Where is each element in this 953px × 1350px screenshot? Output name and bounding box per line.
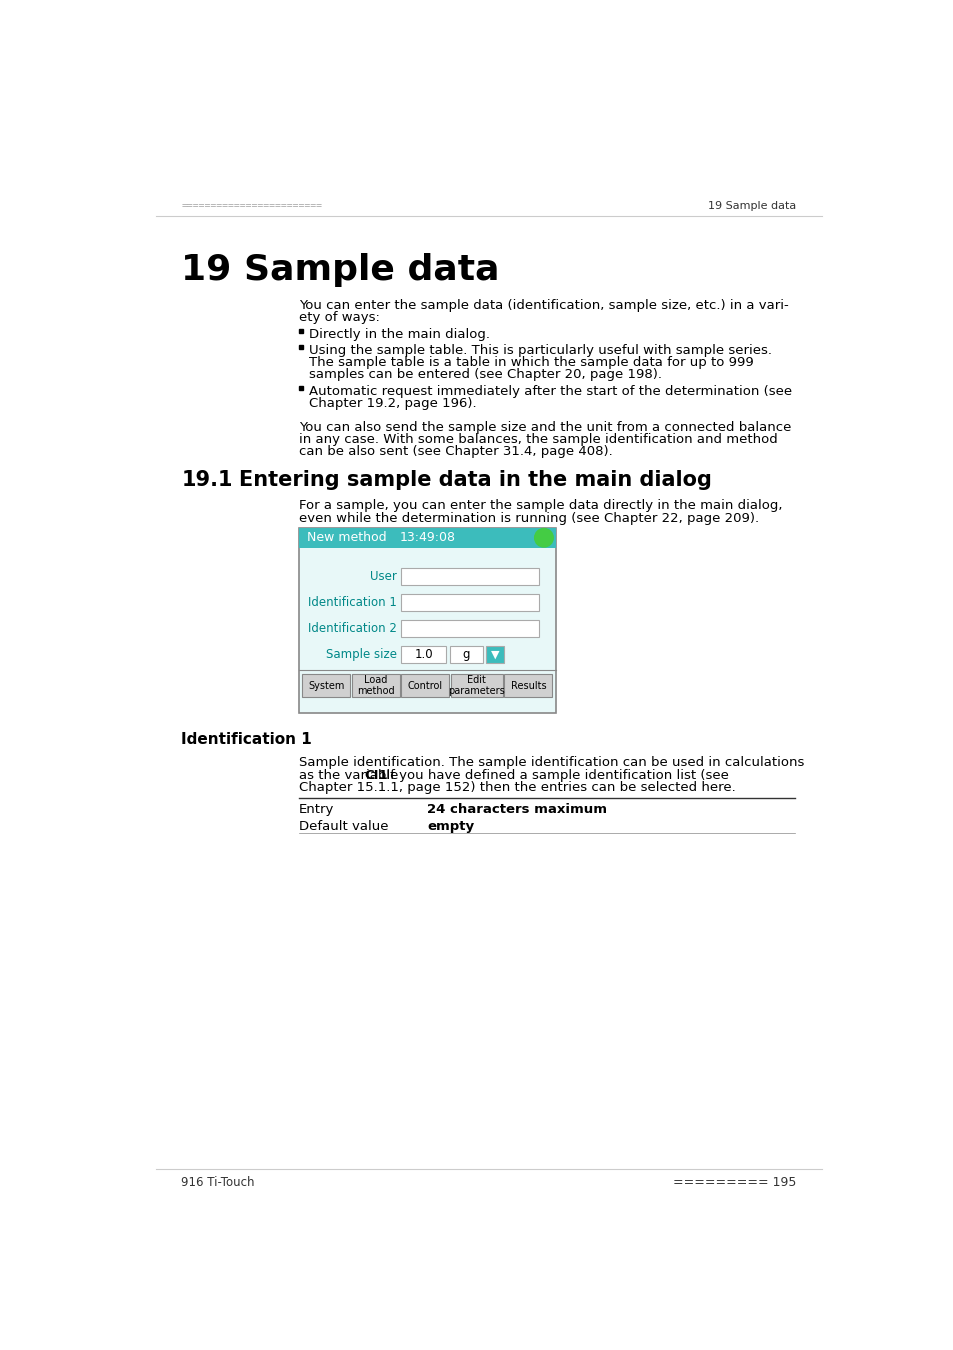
Bar	[504, 674, 552, 697]
Text: Identification 1: Identification 1	[308, 595, 396, 609]
Text: Sample identification. The sample identification can be used in calculations: Sample identification. The sample identi…	[298, 756, 803, 770]
Bar	[298, 528, 556, 548]
Text: Using the sample table. This is particularly useful with sample series.: Using the sample table. This is particul…	[309, 344, 771, 356]
Bar	[302, 674, 350, 697]
Text: Edit
parameters: Edit parameters	[448, 675, 505, 697]
Bar	[451, 674, 502, 697]
Text: Control: Control	[407, 680, 442, 691]
Text: For a sample, you can enter the sample data directly in the main dialog,: For a sample, you can enter the sample d…	[298, 500, 781, 512]
Text: Load
method: Load method	[356, 675, 395, 697]
Text: Sample size: Sample size	[325, 648, 396, 662]
Text: Results: Results	[510, 680, 546, 691]
Text: Entry: Entry	[298, 803, 335, 815]
Text: System: System	[308, 680, 344, 691]
Bar	[298, 386, 303, 390]
Text: even while the determination is running (see Chapter 22, page 209).: even while the determination is running …	[298, 512, 759, 525]
Text: . If you have defined a sample identification list (see: . If you have defined a sample identific…	[377, 768, 728, 782]
Text: You can also send the sample size and the unit from a connected balance: You can also send the sample size and th…	[298, 421, 791, 433]
Bar	[401, 620, 538, 637]
Text: Chapter 15.1.1, page 152) then the entries can be selected here.: Chapter 15.1.1, page 152) then the entri…	[298, 782, 735, 794]
Text: Chapter 19.2, page 196).: Chapter 19.2, page 196).	[309, 397, 476, 410]
Bar	[352, 674, 399, 697]
Text: 24 characters maximum: 24 characters maximum	[427, 803, 606, 815]
Bar	[401, 594, 538, 612]
Text: can be also sent (see Chapter 31.4, page 408).: can be also sent (see Chapter 31.4, page…	[298, 446, 612, 459]
Text: CI1: CI1	[364, 768, 388, 782]
Text: Identification 1: Identification 1	[181, 732, 312, 747]
Bar	[401, 647, 446, 663]
Text: Entering sample data in the main dialog: Entering sample data in the main dialog	[239, 470, 712, 490]
Text: 1.0: 1.0	[414, 648, 433, 662]
Text: empty: empty	[427, 819, 474, 833]
Bar	[298, 528, 556, 713]
Text: 13:49:08: 13:49:08	[399, 532, 456, 544]
Bar	[450, 647, 482, 663]
Bar	[401, 674, 449, 697]
Bar	[298, 329, 303, 333]
Text: in any case. With some balances, the sample identification and method: in any case. With some balances, the sam…	[298, 433, 777, 446]
Text: New method: New method	[307, 532, 386, 544]
Text: User: User	[370, 570, 396, 583]
Text: ety of ways:: ety of ways:	[298, 312, 379, 324]
Bar	[485, 647, 504, 663]
Text: as the variable: as the variable	[298, 768, 402, 782]
Text: samples can be entered (see Chapter 20, page 198).: samples can be entered (see Chapter 20, …	[309, 369, 661, 381]
Text: 19.1: 19.1	[181, 470, 233, 490]
Circle shape	[534, 528, 553, 547]
Text: g: g	[462, 648, 470, 662]
Bar	[401, 568, 538, 585]
Text: The sample table is a table in which the sample data for up to 999: The sample table is a table in which the…	[309, 356, 753, 369]
Text: ========================: ========================	[181, 201, 322, 211]
Text: Default value: Default value	[298, 819, 388, 833]
Text: You can enter the sample data (identification, sample size, etc.) in a vari-: You can enter the sample data (identific…	[298, 300, 788, 312]
Text: 19 Sample data: 19 Sample data	[181, 252, 499, 286]
Text: ▼: ▼	[491, 649, 498, 660]
Text: ========= 195: ========= 195	[673, 1176, 796, 1189]
Text: Automatic request immediately after the start of the determination (see: Automatic request immediately after the …	[309, 385, 791, 397]
Text: Identification 2: Identification 2	[308, 622, 396, 634]
Text: 19 Sample data: 19 Sample data	[708, 201, 796, 211]
Text: Directly in the main dialog.: Directly in the main dialog.	[309, 328, 490, 340]
Text: 916 Ti-Touch: 916 Ti-Touch	[181, 1176, 254, 1189]
Bar	[298, 346, 303, 350]
